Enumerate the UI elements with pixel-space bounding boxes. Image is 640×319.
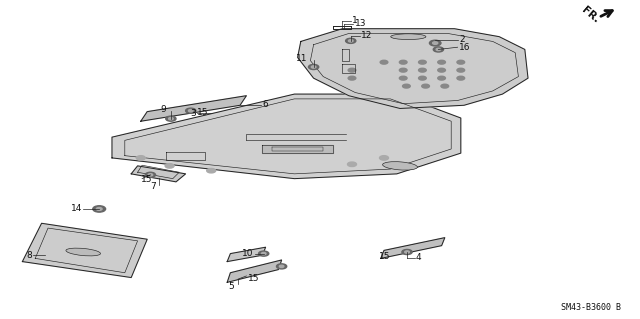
Circle shape — [308, 64, 319, 70]
Text: 15: 15 — [379, 252, 390, 261]
Circle shape — [433, 42, 438, 44]
Circle shape — [438, 60, 445, 64]
Circle shape — [399, 76, 407, 80]
Text: 12: 12 — [361, 31, 372, 40]
Circle shape — [279, 265, 284, 268]
Circle shape — [402, 249, 412, 255]
Circle shape — [207, 168, 216, 173]
Circle shape — [438, 76, 445, 80]
Circle shape — [399, 60, 407, 64]
Text: 15: 15 — [197, 108, 209, 117]
Circle shape — [403, 84, 410, 88]
Text: 4: 4 — [416, 253, 422, 262]
Text: 3: 3 — [190, 109, 196, 118]
Text: 11: 11 — [296, 54, 307, 63]
Text: 5: 5 — [228, 282, 234, 291]
Polygon shape — [262, 145, 333, 153]
Text: 2: 2 — [459, 35, 465, 44]
Circle shape — [348, 162, 356, 167]
Circle shape — [276, 264, 287, 269]
Circle shape — [436, 48, 441, 51]
Circle shape — [457, 68, 465, 72]
Text: 10: 10 — [242, 249, 253, 258]
Circle shape — [166, 116, 176, 121]
Text: 13: 13 — [355, 19, 366, 28]
Text: 15: 15 — [141, 175, 152, 184]
Circle shape — [136, 156, 145, 160]
Circle shape — [348, 40, 353, 42]
Circle shape — [380, 156, 388, 160]
Circle shape — [348, 68, 356, 72]
Text: 9: 9 — [161, 105, 166, 114]
Circle shape — [261, 252, 266, 255]
Ellipse shape — [390, 34, 426, 40]
Polygon shape — [131, 166, 186, 182]
Circle shape — [165, 164, 174, 168]
Circle shape — [438, 68, 445, 72]
Text: FR.: FR. — [580, 5, 602, 26]
Polygon shape — [141, 96, 246, 121]
Ellipse shape — [66, 248, 100, 256]
Polygon shape — [298, 29, 528, 108]
Text: 7: 7 — [150, 182, 156, 191]
Circle shape — [148, 174, 153, 176]
Circle shape — [145, 172, 156, 177]
Circle shape — [311, 66, 316, 68]
Circle shape — [168, 117, 173, 120]
Circle shape — [259, 251, 269, 256]
Polygon shape — [381, 238, 445, 258]
Circle shape — [93, 206, 106, 212]
Text: 16: 16 — [459, 43, 470, 52]
Circle shape — [346, 38, 356, 43]
Polygon shape — [22, 223, 147, 278]
Text: 1: 1 — [352, 16, 358, 25]
Circle shape — [457, 76, 465, 80]
Circle shape — [422, 84, 429, 88]
Text: 14: 14 — [70, 204, 82, 213]
Circle shape — [419, 68, 426, 72]
Circle shape — [97, 208, 102, 211]
Polygon shape — [112, 94, 461, 179]
Circle shape — [404, 251, 410, 253]
Circle shape — [186, 108, 196, 113]
Text: 6: 6 — [262, 100, 268, 109]
Text: 15: 15 — [248, 274, 260, 283]
Circle shape — [399, 68, 407, 72]
Circle shape — [433, 47, 444, 52]
Polygon shape — [227, 247, 266, 262]
Circle shape — [419, 60, 426, 64]
Text: SM43-B3600 B: SM43-B3600 B — [561, 303, 621, 312]
Circle shape — [429, 40, 441, 46]
Circle shape — [457, 60, 465, 64]
Ellipse shape — [383, 162, 417, 170]
Text: 8: 8 — [26, 251, 32, 260]
Circle shape — [419, 76, 426, 80]
Polygon shape — [227, 260, 282, 282]
Circle shape — [348, 76, 356, 80]
Circle shape — [188, 109, 193, 112]
Circle shape — [441, 84, 449, 88]
Circle shape — [380, 60, 388, 64]
